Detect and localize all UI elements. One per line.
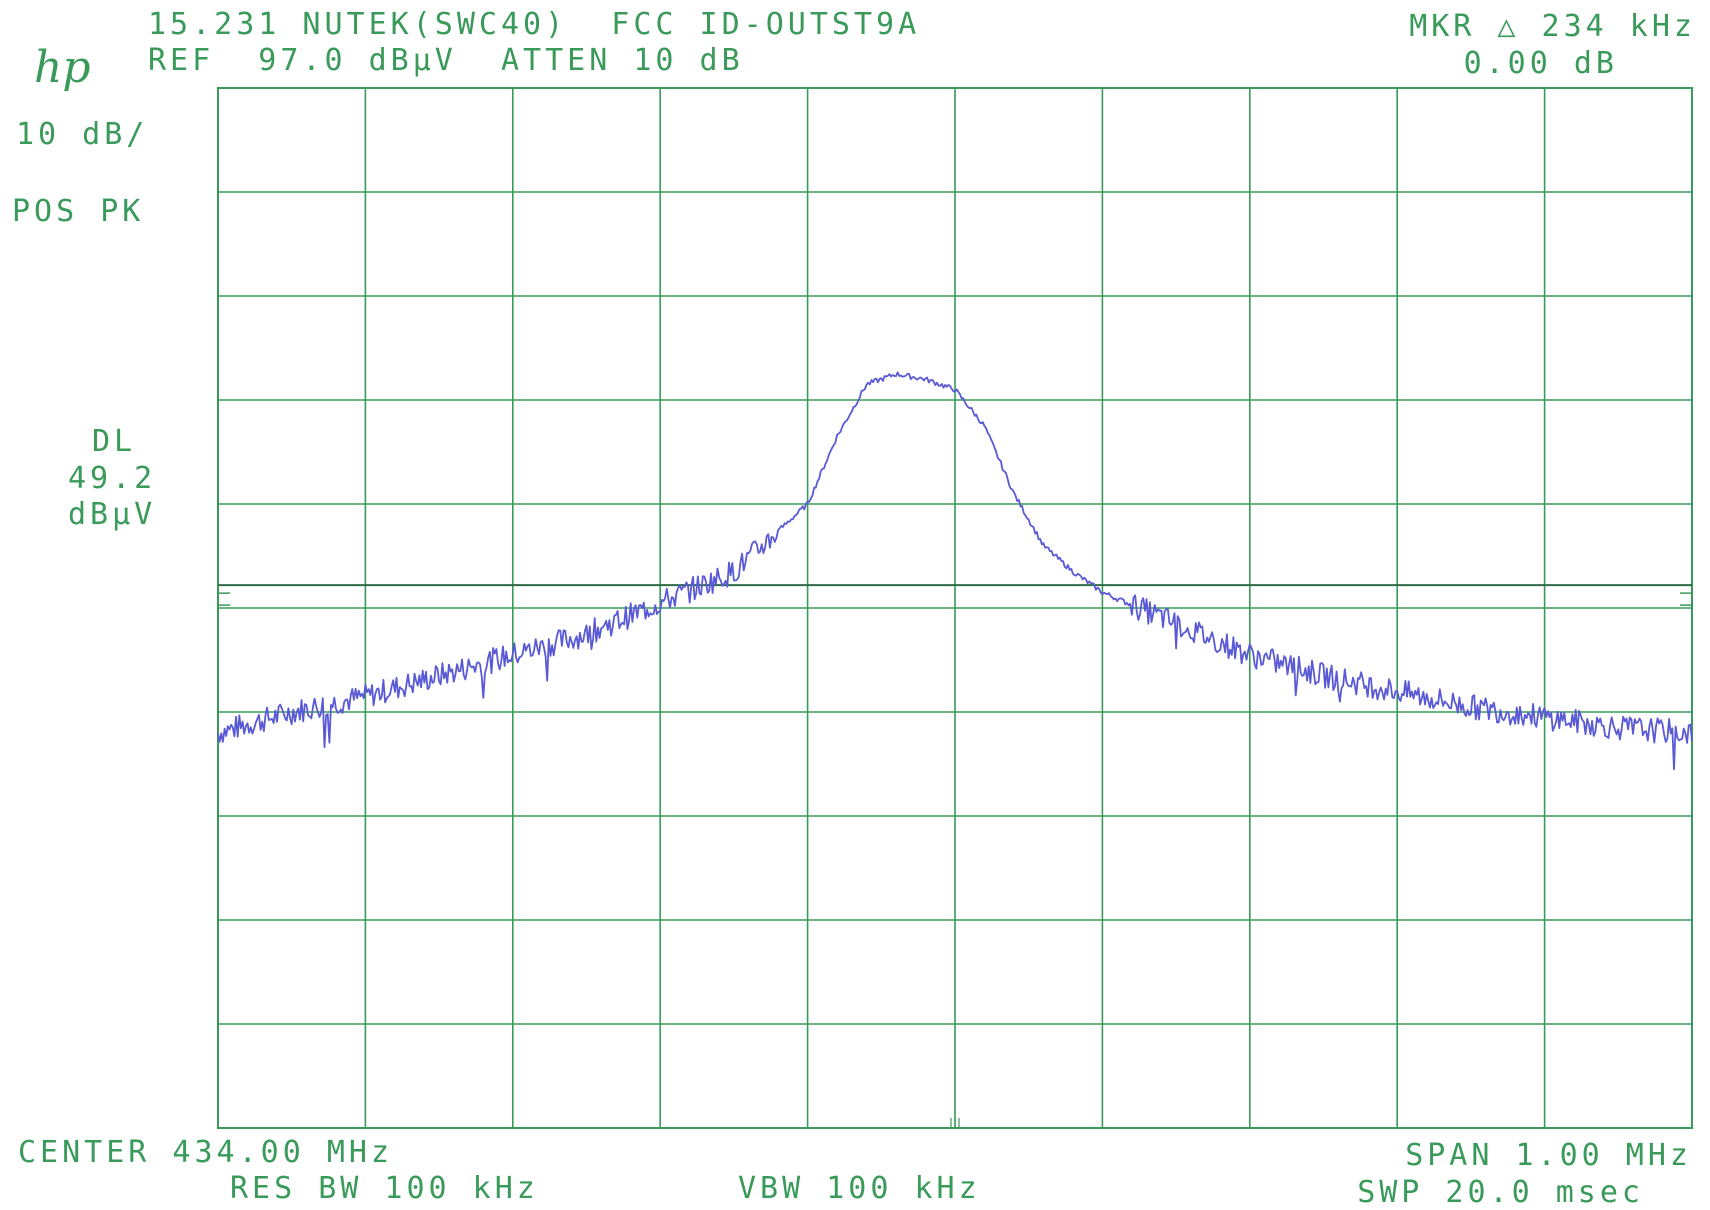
center-frequency: CENTER 434.00 MHz <box>18 1135 394 1170</box>
sweep-time: SWP 20.0 msec <box>1357 1175 1644 1210</box>
display-line-value: 49.2 <box>68 461 157 496</box>
detector-label: POS PK <box>12 194 145 229</box>
resolution-bandwidth: RES BW 100 kHz <box>230 1171 539 1206</box>
reference-level: REF 97.0 dBµV ATTEN 10 dB <box>148 43 744 78</box>
video-bandwidth: VBW 100 kHz <box>738 1171 981 1206</box>
display-line-unit: dBµV <box>68 497 157 532</box>
hp-logo: hp <box>34 42 91 93</box>
spectrum-trace <box>217 371 1693 771</box>
header-title: 15.231 NUTEK(SWC40) FCC ID-OUTST9A <box>148 7 921 42</box>
marker-delta: MKR △ 234 kHz <box>1409 9 1696 44</box>
frequency-span: SPAN 1.00 MHz <box>1405 1138 1692 1173</box>
marker-value: 0.00 dB <box>1463 46 1618 81</box>
scale-label: 10 dB/ <box>16 117 149 152</box>
display-line-label: DL <box>92 424 137 459</box>
